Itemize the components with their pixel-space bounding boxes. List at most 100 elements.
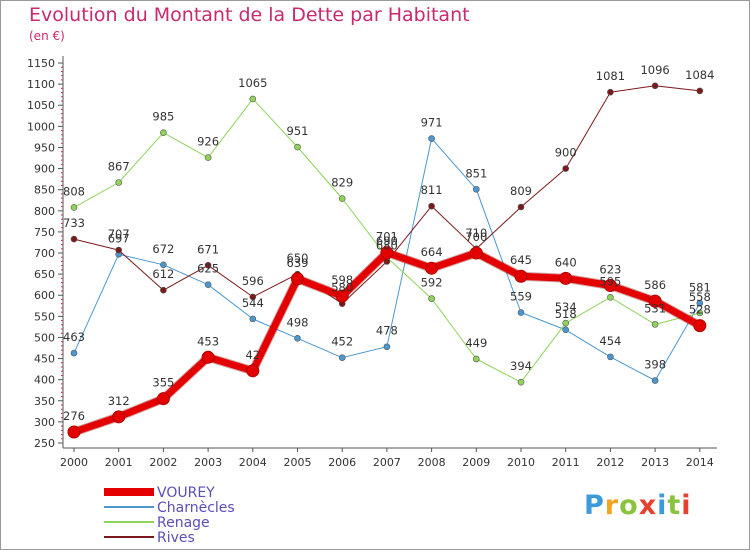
data-label-rives: 710 [465, 226, 487, 240]
data-point-renage [428, 295, 435, 302]
y-tick-label: 750 [34, 226, 55, 239]
y-tick-label: 900 [34, 163, 55, 176]
logo-letter: i [681, 490, 692, 521]
x-tick-label: 2007 [373, 456, 401, 469]
data-point-vourey [648, 294, 662, 308]
data-label-rives: 733 [63, 216, 85, 230]
data-point-vourey [156, 392, 170, 406]
data-point-charn-cles [294, 334, 301, 342]
data-label-rives: 900 [555, 146, 577, 160]
data-label-renage: 534 [555, 300, 577, 314]
data-label-renage: 867 [108, 160, 130, 174]
data-point-vourey [201, 350, 215, 364]
data-point-rives [204, 261, 212, 269]
data-label-charn-cles: 625 [197, 262, 219, 276]
data-point-charn-cles [204, 281, 212, 288]
data-point-vourey [603, 279, 617, 293]
x-tick-label: 2000 [60, 456, 88, 469]
data-point-renage [160, 129, 167, 136]
data-label-renage: 951 [287, 124, 309, 138]
data-label-vourey: 276 [63, 409, 85, 423]
data-label-charn-cles: 544 [242, 296, 264, 310]
data-label-rives: 1096 [640, 63, 669, 77]
data-label-vourey: 312 [108, 394, 130, 408]
y-tick-label: 1150 [27, 57, 55, 70]
data-label-charn-cles: 463 [63, 330, 85, 344]
data-point-charn-cles [472, 185, 480, 193]
data-label-renage: 985 [152, 110, 174, 124]
data-label-rives: 671 [197, 242, 219, 256]
data-label-renage: 595 [599, 274, 621, 288]
data-label-vourey: 623 [599, 263, 621, 277]
data-point-vourey [380, 246, 394, 260]
data-point-renage [562, 319, 570, 327]
chart-unit: (en €) [29, 29, 65, 43]
data-point-rives [428, 202, 435, 210]
data-point-vourey [469, 246, 483, 260]
chart-title: Evolution du Montant de la Dette par Hab… [29, 4, 470, 26]
data-label-vourey: 640 [555, 255, 577, 269]
data-point-charn-cles [562, 326, 570, 334]
x-tick-label: 2012 [596, 456, 624, 469]
data-label-vourey: 598 [331, 273, 353, 287]
data-label-vourey: 645 [510, 253, 532, 267]
data-label-vourey: 355 [152, 376, 174, 390]
data-label-rives: 707 [108, 227, 130, 241]
legend-label-charn-cles: Charnècles [157, 500, 235, 516]
data-point-rives [562, 165, 570, 172]
y-tick-label: 600 [34, 289, 55, 302]
data-point-renage [651, 321, 659, 328]
data-point-rives [517, 203, 525, 211]
y-tick-label: 700 [34, 247, 55, 260]
x-tick-label: 2003 [194, 456, 222, 469]
y-tick-label: 1100 [27, 78, 55, 91]
data-label-renage: 1065 [238, 76, 267, 90]
data-label-rives: 680 [376, 238, 398, 252]
data-point-rives [607, 88, 614, 96]
data-label-renage: 926 [197, 135, 219, 149]
y-tick-label: 350 [34, 395, 55, 408]
legend-label-vourey: VOUREY [157, 485, 215, 501]
data-label-charn-cles: 454 [599, 334, 621, 348]
data-point-rives [249, 293, 257, 301]
data-label-vourey: 701 [376, 230, 398, 244]
data-point-vourey [112, 410, 126, 424]
data-label-renage: 808 [63, 184, 85, 198]
data-point-rives [696, 87, 704, 95]
data-label-rives: 650 [287, 251, 309, 265]
data-label-charn-cles: 478 [376, 324, 398, 338]
logo-letter: x [638, 490, 658, 521]
data-label-vourey: 42 [245, 348, 260, 362]
data-label-renage: 592 [421, 276, 443, 290]
data-label-charn-cles: 851 [465, 166, 487, 180]
x-tick-label: 2002 [149, 456, 177, 469]
data-point-charn-cles [428, 135, 435, 142]
x-tick-label: 2011 [552, 456, 580, 469]
data-label-charn-cles: 559 [510, 290, 532, 304]
data-label-renage: 531 [644, 301, 666, 315]
data-point-rives [115, 246, 122, 254]
data-label-rives: 1081 [596, 69, 625, 83]
logo-letter: o [619, 490, 639, 521]
data-label-charn-cles: 498 [287, 315, 309, 329]
x-tick-label: 2008 [418, 456, 446, 469]
y-tick-label: 650 [34, 268, 55, 281]
data-label-vourey: 453 [197, 334, 219, 348]
data-label-charn-cles: 581 [689, 280, 711, 294]
data-point-charn-cles [160, 261, 167, 269]
data-point-charn-cles [651, 377, 659, 384]
data-point-renage [472, 355, 480, 363]
proxiti-logo: Proxiti [584, 490, 692, 521]
y-tick-label: 1000 [27, 120, 55, 133]
data-point-charn-cles [338, 354, 346, 362]
data-label-charn-cles: 398 [644, 358, 666, 372]
data-label-charn-cles: 452 [331, 335, 353, 349]
y-tick-label: 550 [34, 310, 55, 323]
legend-label-renage: Renage [157, 515, 210, 531]
data-label-charn-cles: 971 [421, 116, 443, 130]
data-label-vourey: 586 [644, 278, 666, 292]
y-tick-label: 250 [34, 437, 55, 450]
data-point-vourey [67, 425, 81, 439]
